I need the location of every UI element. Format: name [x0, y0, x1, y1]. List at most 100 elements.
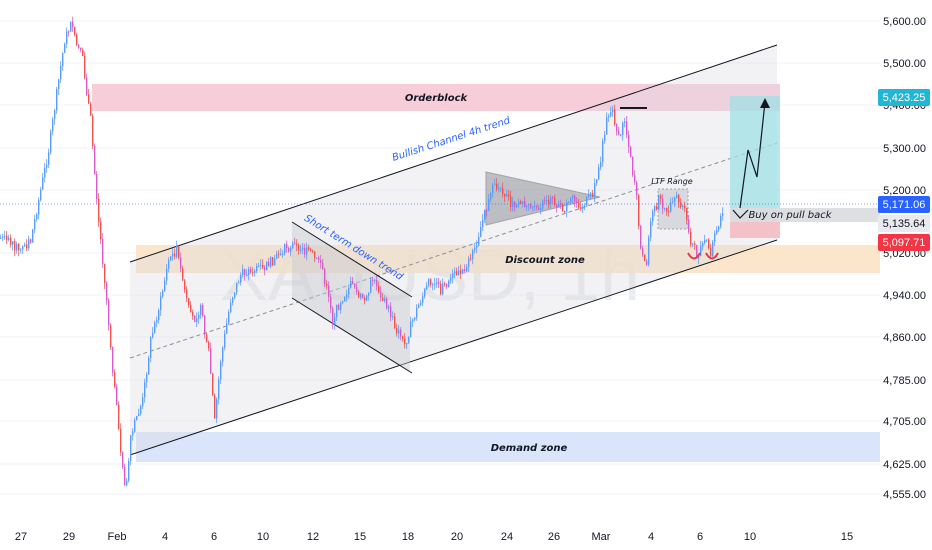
candle-body: [32, 229, 34, 243]
candle-body: [62, 53, 64, 67]
time-tick-label: 4: [162, 531, 168, 543]
candle-body: [348, 287, 350, 295]
candle-body: [286, 244, 288, 249]
candle-body: [388, 306, 390, 309]
downtrend-lower-line: [291, 297, 413, 374]
candle-body: [652, 211, 654, 222]
candle-body: [634, 175, 636, 183]
candle-body: [714, 233, 716, 242]
candle-body: [54, 110, 56, 120]
price-axis[interactable]: 5,600.005,500.005,400.005,300.005,200.00…: [880, 0, 932, 550]
candle-body: [68, 31, 70, 33]
candle-body: [150, 337, 152, 359]
candle-body: [302, 247, 304, 250]
candle-body: [686, 207, 688, 220]
candle-body: [50, 131, 52, 153]
candle-body: [232, 297, 234, 303]
time-tick-label: 15: [841, 531, 853, 543]
candle-body: [692, 243, 694, 245]
candle-body: [690, 231, 692, 245]
candle-body: [224, 333, 226, 348]
candle-body: [182, 268, 184, 281]
candle-body: [648, 237, 650, 265]
time-tick-label: 26: [548, 531, 560, 543]
candle-body: [624, 121, 626, 123]
price-tick-label: 4,785.00: [883, 375, 926, 387]
candle-body: [660, 195, 662, 199]
candle-body: [628, 134, 630, 148]
candle-body: [582, 207, 584, 209]
candle-body: [294, 243, 296, 245]
time-axis[interactable]: 27 29 Feb 4 6 10 12 15 18 20 24 26 Mar 4 6 10 15: [0, 522, 880, 550]
candle-body: [74, 26, 76, 35]
candle-body: [614, 109, 616, 125]
candle-body: [204, 315, 206, 335]
candle-body: [658, 195, 660, 210]
candle-body: [640, 225, 642, 249]
candle-body: [356, 287, 358, 292]
candle-body: [22, 246, 24, 250]
candle-body: [238, 282, 240, 284]
price-label-bg: [878, 234, 930, 251]
candle-body: [330, 296, 332, 309]
candle-body: [548, 199, 550, 204]
candle-body: [166, 268, 168, 281]
channel-mid-line: [129, 142, 778, 359]
candle-body: [246, 274, 248, 276]
candle-body: [528, 204, 530, 206]
candle-body: [542, 200, 544, 209]
candle-body: [398, 329, 400, 334]
bullish-channel-fill: [130, 45, 777, 455]
candle-body: [674, 197, 676, 202]
candle-body: [450, 277, 452, 281]
candle-body: [436, 282, 438, 284]
candle-body: [210, 348, 212, 374]
candle-body: [536, 205, 538, 208]
candle-body: [616, 124, 618, 132]
candle-body: [82, 50, 84, 57]
price-tick-label: 5,600.00: [883, 16, 926, 28]
price-labels: 5,423.25 5,171.06 5,135.64 5,097.71: [878, 89, 930, 251]
double-bottom-marker-1: [687, 252, 701, 260]
candle-body: [556, 204, 558, 208]
price-tick-label: 4,625.00: [883, 459, 926, 471]
discount-zone-label: Discount zone: [505, 255, 585, 266]
candle-body: [320, 259, 322, 263]
candle-body: [70, 21, 72, 32]
candle-body: [562, 204, 564, 211]
price-label: 5,135.64: [883, 218, 926, 230]
candle-body: [704, 240, 706, 243]
candle-body: [496, 183, 498, 190]
candle-body: [420, 302, 422, 305]
candle-body: [422, 296, 424, 303]
candle-body: [360, 293, 362, 298]
candle-body: [424, 289, 426, 297]
candle-body: [240, 274, 242, 283]
candle-body: [362, 293, 364, 298]
candle-body: [480, 227, 482, 238]
candle-body: [430, 279, 432, 285]
candle-body: [592, 193, 594, 197]
candle-body: [460, 270, 462, 274]
candle-body: [12, 241, 14, 245]
candle-body: [382, 297, 384, 301]
candle-body: [368, 292, 370, 296]
candle-body: [128, 461, 130, 481]
candle-body: [504, 193, 506, 197]
candle-body: [370, 279, 372, 293]
candle-body: [312, 250, 314, 252]
candle-body: [440, 283, 442, 295]
channel-upper-line: [129, 44, 778, 263]
candle-body: [40, 189, 42, 200]
candle-body: [76, 34, 78, 45]
candle-body: [482, 219, 484, 228]
candle-body: [194, 315, 196, 323]
candle-body: [230, 302, 232, 312]
candle-body: [144, 382, 146, 398]
candle-body: [196, 318, 198, 323]
candle-body: [98, 198, 100, 222]
candle-body: [720, 216, 722, 227]
candle-body: [24, 244, 26, 247]
candle-body: [446, 283, 448, 287]
